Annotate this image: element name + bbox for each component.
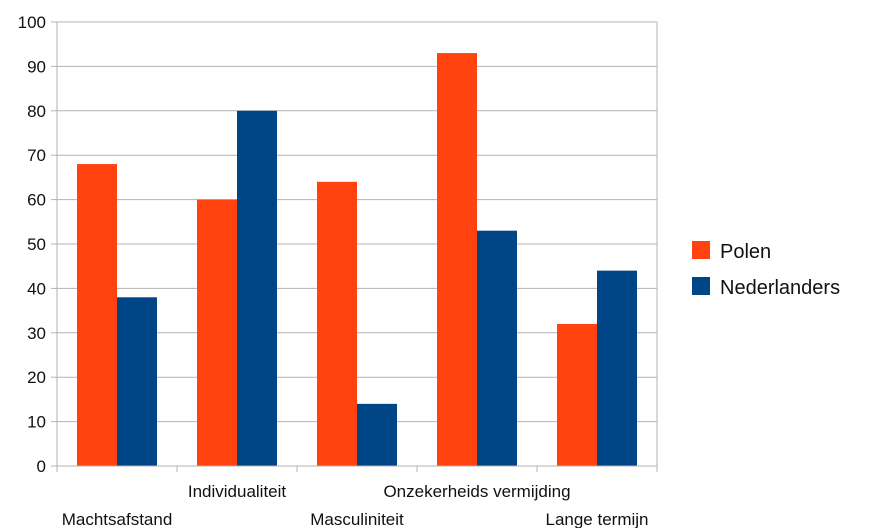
y-tick-label-90: 90 (27, 57, 46, 76)
bar-nederlanders-2 (357, 403, 397, 466)
y-tick-label-50: 50 (27, 235, 46, 254)
y-tick-label-20: 20 (27, 368, 46, 387)
x-category-label-0: Machtsafstand (62, 510, 173, 528)
y-tick-label-70: 70 (27, 146, 46, 165)
bar-polen-3 (437, 53, 477, 467)
x-category-labels: Machtsafstand Individualiteit Masculinitei… (62, 482, 649, 528)
bar-polen-1 (197, 199, 237, 466)
bar-nederlanders-3 (477, 230, 517, 466)
y-tick-label-100: 100 (18, 13, 46, 32)
bar-nederlanders-4 (597, 270, 637, 466)
bar-polen-4 (557, 323, 597, 466)
y-tick-label-0: 0 (37, 457, 46, 476)
y-tick-labels: 0 10 20 30 40 50 60 70 80 90 100 (18, 13, 46, 476)
legend-swatch-nederlanders (692, 277, 710, 295)
y-tick-label-30: 30 (27, 324, 46, 343)
y-tick-label-40: 40 (27, 279, 46, 298)
x-category-label-3: Onzekerheids vermijding (383, 482, 570, 501)
bar-nederlanders-0 (117, 297, 157, 466)
legend: Polen Nederlanders (692, 241, 840, 299)
legend-label-polen: Polen (720, 241, 771, 263)
y-tick-label-60: 60 (27, 191, 46, 210)
bar-polen-2 (317, 181, 357, 466)
legend-label-nederlanders: Nederlanders (720, 277, 840, 299)
y-tick-label-10: 10 (27, 413, 46, 432)
bar-polen-0 (77, 164, 117, 466)
bar-nederlanders-1 (237, 110, 277, 467)
x-category-label-2: Masculiniteit (310, 510, 404, 528)
legend-swatch-polen (692, 241, 710, 259)
axes (56, 22, 658, 472)
x-category-label-1: Individualiteit (188, 482, 287, 501)
bars (77, 53, 637, 467)
y-tick-label-80: 80 (27, 102, 46, 121)
x-category-label-4: Lange termijn (545, 510, 648, 528)
